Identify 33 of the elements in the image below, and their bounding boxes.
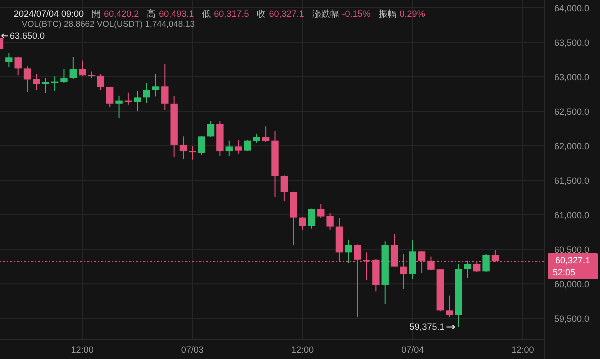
annotation: 63,650.0	[10, 31, 46, 42]
annotation: 60,420.2	[104, 9, 140, 19]
y-tick-label: 60,500.0	[554, 245, 590, 256]
text: 52:05	[553, 268, 576, 278]
annotation: -0.15%	[342, 9, 371, 19]
ref-line-label: 60,327.1	[555, 256, 591, 266]
y-tick-label: 62,000.0	[554, 142, 590, 152]
annotation: 漲跌幅	[312, 9, 340, 19]
text: VOL(BTC) 28.8662 VOL(USDT) 1,744,048.13	[22, 19, 196, 29]
annotation: 60,317.5	[214, 9, 250, 19]
y-tick-label: 61,000.0	[554, 210, 590, 221]
annotation: 振幅	[378, 9, 397, 19]
text: 2024/07/04 09:00	[14, 9, 84, 19]
x-tick-label: 12:00	[71, 345, 94, 355]
y-tick-label: 59,500.0	[554, 314, 590, 324]
annotation: 59,375.1	[410, 322, 445, 332]
y-tick-label: 64,000.0	[554, 3, 590, 14]
annotation: 0.29%	[400, 9, 426, 19]
y-tick-label: 63,500.0	[554, 38, 590, 48]
annotation: 60,327.1	[269, 9, 304, 19]
y-tick-label: 60,000.0	[554, 280, 590, 290]
x-tick-label: 12:00	[292, 345, 314, 355]
x-tick-label: 07/03	[181, 345, 204, 355]
annotation: 開	[92, 9, 102, 19]
annotation: 低	[202, 9, 212, 19]
annotation: 60,493.1	[159, 9, 194, 19]
y-tick-label: 61,500.0	[554, 176, 590, 186]
x-tick-label: 12:00	[512, 345, 534, 355]
annotation: 高	[147, 9, 156, 19]
y-tick-label: 62,500.0	[554, 106, 590, 117]
x-tick-label: 07/04	[402, 345, 424, 355]
annotation: 收	[257, 9, 266, 19]
y-tick-label: 63,000.0	[554, 72, 590, 82]
